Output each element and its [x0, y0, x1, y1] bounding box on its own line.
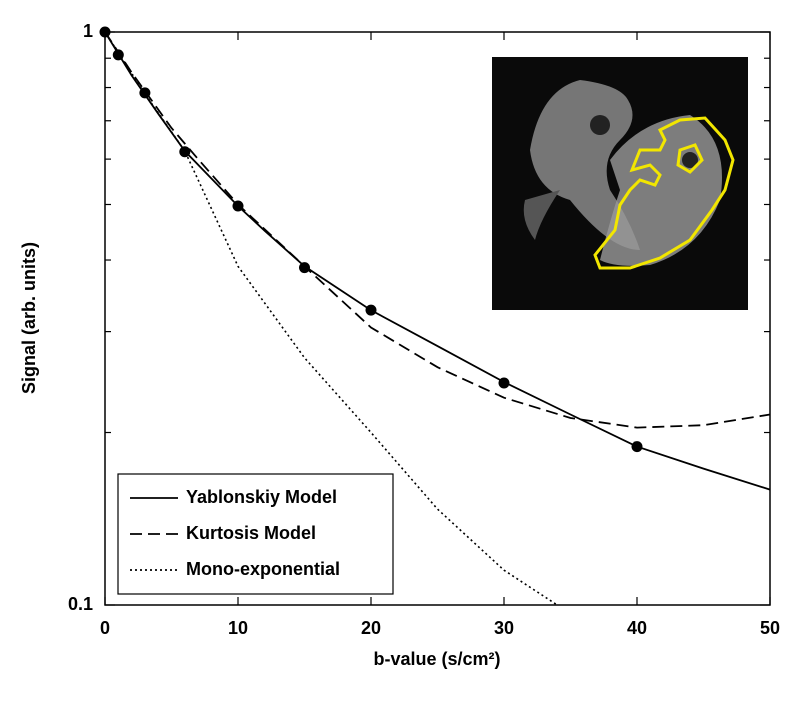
data-point — [299, 262, 310, 274]
x-tick-label: 40 — [627, 618, 647, 638]
x-tick-label: 30 — [494, 618, 514, 638]
data-point — [631, 441, 643, 453]
plot-frame — [104, 31, 771, 606]
y-tick-label: 0.1 — [68, 594, 93, 614]
curve — [104, 31, 771, 429]
x-axis-label: b-value (s/cm²) — [373, 649, 500, 669]
legend-label: Yablonskiy Model — [186, 487, 337, 507]
legend-box — [117, 473, 394, 595]
curve — [104, 31, 558, 606]
data-point — [365, 304, 377, 316]
y-axis-label: Signal (arb. units) — [19, 242, 39, 394]
data-point — [179, 146, 191, 158]
legend-label: Mono-exponential — [186, 559, 340, 579]
data-point — [112, 49, 124, 61]
legend-label: Kurtosis Model — [186, 523, 316, 543]
x-tick-label: 50 — [760, 618, 780, 638]
x-tick-label: 20 — [361, 618, 381, 638]
x-tick-label: 10 — [228, 618, 248, 638]
data-point — [139, 87, 151, 99]
data-point — [232, 200, 244, 212]
inset-image — [492, 57, 748, 310]
data-point — [99, 26, 111, 38]
data-point — [498, 377, 510, 389]
x-tick-label: 0 — [100, 618, 110, 638]
y-tick-label: 1 — [83, 21, 93, 41]
